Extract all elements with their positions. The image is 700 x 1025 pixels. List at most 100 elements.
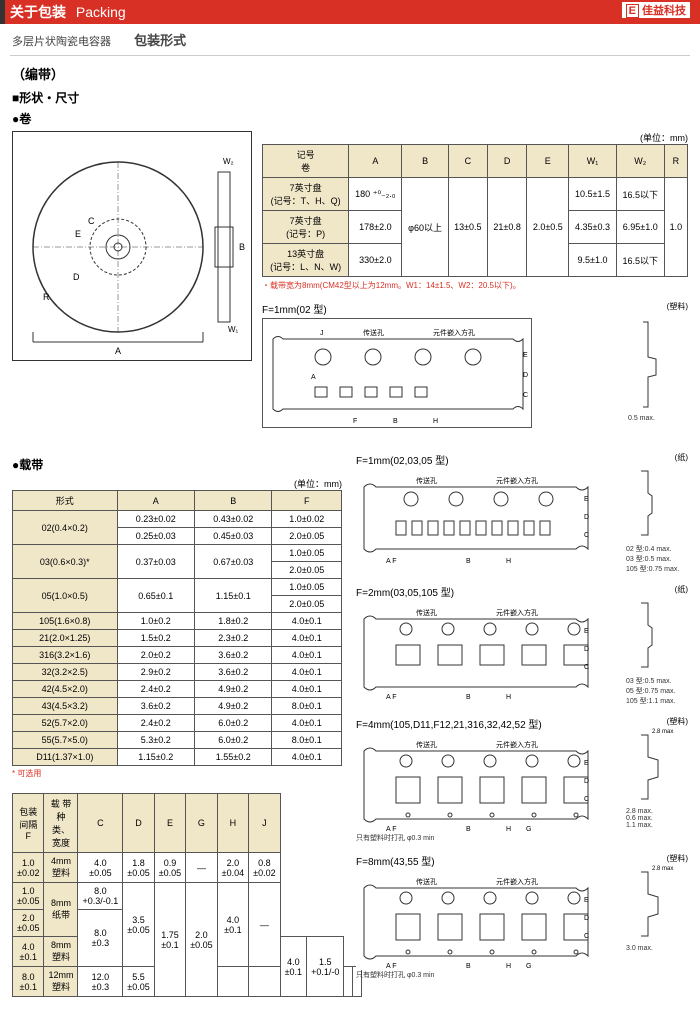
carrier-cell: 6.0±0.2 [195,715,272,732]
svg-text:元件嵌入方孔: 元件嵌入方孔 [496,740,538,749]
svg-text:E: E [523,352,528,359]
carrier-cell: 8.0±0.1 [272,698,342,715]
svg-text:B: B [393,418,398,425]
carrier-th: B [195,491,272,511]
tape-label: F=2mm(03,05,105 型) [356,584,620,599]
carrier-cell: 4.9±0.2 [195,698,272,715]
carrier-cell: 3.6±0.2 [195,664,272,681]
svg-text:E: E [584,760,589,767]
carrier-cell: 0.23±0.02 [117,511,194,528]
carrier-cell: 55(5.7×5.0) [13,732,118,749]
carrier-cell: 0.65±0.1 [117,579,194,613]
svg-text:元件嵌入方孔: 元件嵌入方孔 [496,476,538,485]
carrier-cell: 21(2.0×1.25) [13,630,118,647]
tape-label: F=1mm(02,03,05 型) [356,452,620,467]
carrier-cell: D11(1.37×1.0) [13,749,118,766]
carrier-cell: 0.25±0.03 [117,528,194,545]
carrier-cell: 2.0±0.2 [117,647,194,664]
tape-label: F=4mm(105,D11,F12,21,316,32,42,52 型) [356,716,620,731]
reel-th: W₂ [616,145,664,178]
spacing-cell: 4.0±0.1 [217,883,248,967]
carrier-cell: 1.55±0.2 [195,749,272,766]
spacing-cell [249,967,280,997]
carrier-table: 形式ABF 02(0.4×0.2)0.23±0.020.43±0.021.0±0… [12,490,342,766]
carrier-cell: 0.43±0.02 [195,511,272,528]
spacing-th: D [123,794,154,853]
reel-note: ・载带宽为8mm(CM42型以上为12mm。W1：14±1.5、W2：20.5以… [262,280,688,291]
spacing-cell: 4.0±0.05 [78,853,123,883]
reel-th: D [487,145,526,178]
carrier-cell: 5.3±0.2 [117,732,194,749]
svg-text:C: C [88,216,95,226]
spacing-cell: 1.0±0.05 [13,883,44,910]
svg-text:C: C [584,664,589,671]
tape-note: 3.0 max. [626,945,688,952]
spacing-cell: 5.5±0.05 [123,967,154,997]
section1-reel: ●卷 [12,110,688,127]
tape-side: (塑料) [626,716,688,727]
svg-text:B: B [239,242,245,252]
spacing-cell: 2.0±0.05 [13,910,44,937]
spacing-cell: 8.0+0.3/-0.1 [78,883,123,910]
tape-side-0: (塑料) [628,301,688,312]
unit-label: (单位：mm) [262,131,688,144]
subheader-pkg: 包装形式 [134,33,186,48]
reel-th: C [448,145,487,178]
carrier-cell: 2.0±0.05 [272,562,342,579]
tape-side: (纸) [626,584,688,595]
svg-text:H: H [506,826,511,833]
spacing-th: C [78,794,123,853]
spacing-th: J [249,794,280,853]
section1-title: （编带） [12,64,688,83]
tape-profile-0 [628,312,668,412]
svg-text:A F: A F [386,963,397,970]
unit-label-2: (单位：mm) [12,477,342,490]
svg-text:元件嵌入方孔: 元件嵌入方孔 [433,328,475,337]
carrier-cell: 6.0±0.2 [195,732,272,749]
tape-diagram-wrapper: F=2mm(03,05,105 型)传送孔元件嵌入方孔A FBHEDC(纸)03… [356,584,688,706]
svg-text:D: D [584,646,589,653]
svg-text:A F: A F [386,826,397,833]
tape-profile [626,595,688,676]
spacing-cell: 2.0±0.05 [186,883,217,997]
carrier-th: F [272,491,342,511]
svg-text:D: D [584,778,589,785]
svg-text:A: A [311,374,316,381]
carrier-cell: 43(4.5×3.2) [13,698,118,715]
tape-note: 2.8 max. 0.6 max. 1.1 max. [626,808,688,829]
logo: E 佳益科技 [622,2,690,18]
spacing-cell: 12mm塑料 [44,967,78,997]
section1-shape: ■形状・尺寸 [12,89,688,106]
carrier-cell: 2.9±0.2 [117,664,194,681]
spacing-cell: 1.5+0.1/-0 [307,937,344,997]
subheader-line: 多层片状陶瓷电容器 [12,36,111,48]
carrier-cell: 05(1.0×0.5) [13,579,118,613]
spacing-cell: 1.8±0.05 [123,853,154,883]
carrier-cell: 0.37±0.03 [117,545,194,579]
svg-text:传送孔: 传送孔 [416,877,437,886]
subheader: 多层片状陶瓷电容器 包装形式 [0,24,700,55]
svg-text:H: H [506,558,511,565]
svg-text:B: B [466,963,471,970]
svg-text:传送孔: 传送孔 [363,328,384,337]
carrier-cell: 1.0±0.05 [272,545,342,562]
spacing-cell: 8mm纸带 [44,883,78,937]
svg-text:C: C [584,796,589,803]
tape-note: 02 型:0.4 max. 03 型:0.5 max. 105 型:0.75 m… [626,544,688,574]
carrier-note: * 可选用 [12,768,342,779]
svg-text:D: D [584,915,589,922]
spacing-cell: 8mm塑料 [44,937,78,967]
spacing-table: 包装间隔F载 带种类、宽度CDEGHJ 1.0±0.024mm塑料4.0±0.0… [12,793,362,997]
svg-text:传送孔: 传送孔 [416,476,437,485]
carrier-cell: 2.3±0.2 [195,630,272,647]
reel-table: 记号卷ABCDEW₁W₂R 7英寸盘(记号：T、H、Q)180 ⁺⁰₋₂.₀φ6… [262,144,688,277]
svg-text:H: H [506,963,511,970]
tape-diagram: 传送孔元件嵌入方孔A FBHEDC [356,469,596,565]
tape-side: (塑料) [626,853,688,864]
spacing-cell: 12.0±0.3 [78,967,123,997]
tape-profile: 2.8 max [626,864,688,945]
carrier-cell: 02(0.4×0.2) [13,511,118,545]
spacing-cell: 2.0±0.04 [217,853,248,883]
spacing-cell: — [249,883,280,967]
logo-text: 佳益科技 [642,5,686,17]
